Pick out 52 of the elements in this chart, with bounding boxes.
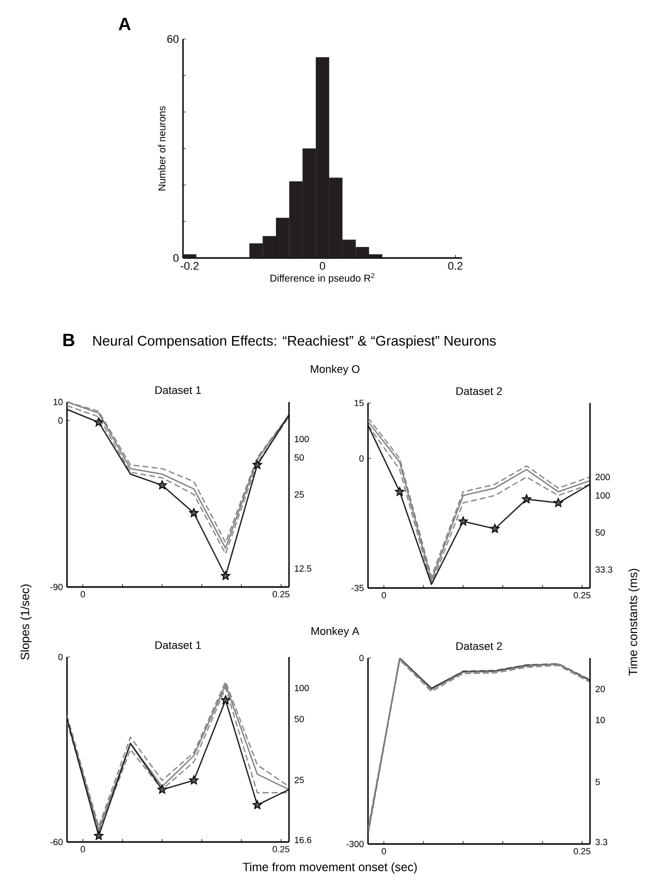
x-tick-label: 0.25 xyxy=(272,846,290,852)
chart-title: Dataset 2 xyxy=(456,387,502,395)
y-axis-title: Slopes (1/sec) xyxy=(20,584,32,660)
text: 50 xyxy=(596,529,605,536)
y-tick-label: -35 xyxy=(351,584,364,592)
y-tick-label: 60 xyxy=(167,35,179,43)
x-tick-label: 0 xyxy=(382,592,386,598)
y2-axis-title: Time constants (ms) xyxy=(628,568,640,676)
x-axis-title: Time from movement onset (sec) xyxy=(242,862,417,874)
text: 12.5 xyxy=(294,565,312,572)
text: B xyxy=(63,334,74,346)
text: 100 xyxy=(294,684,309,692)
text: 25 xyxy=(294,491,304,498)
y-tick-label: 0 xyxy=(359,654,364,662)
text: 5 xyxy=(596,778,600,786)
text: Monkey O xyxy=(310,364,360,376)
text: 100 xyxy=(596,492,610,499)
text: Neural Compensation Effects: “Reachiest” & “Graspiest” Neurons xyxy=(93,335,496,348)
y-tick-label: 0 xyxy=(58,417,63,424)
y-tick-label: 15 xyxy=(354,400,364,406)
chart-title: Dataset 1 xyxy=(155,641,201,649)
text: 10 xyxy=(596,716,605,724)
y-tick-label: -90 xyxy=(50,584,63,590)
text: 16.6 xyxy=(294,836,312,844)
x-tick-label: -0.2 xyxy=(180,262,199,270)
x-tick-label: 0 xyxy=(382,848,386,854)
x-tick-label: 0 xyxy=(80,846,86,852)
text: 50 xyxy=(294,454,304,461)
text: 20 xyxy=(596,686,605,692)
y-tick-label: 10 xyxy=(54,398,63,406)
text: 100 xyxy=(294,436,309,442)
y-tick-label: -300 xyxy=(346,840,364,848)
text: 200 xyxy=(596,474,610,480)
text: A xyxy=(118,18,131,30)
text: 33.3 xyxy=(596,566,612,573)
y-tick-label: 0 xyxy=(58,654,63,660)
x-tick-label: 0.2 xyxy=(448,262,462,270)
x-axis-title: Difference in pseudo R$^{2}$ xyxy=(270,273,374,284)
chart-title: Dataset 1 xyxy=(155,386,201,394)
x-tick-label: 0.25 xyxy=(574,592,590,598)
chart-title: Dataset 2 xyxy=(456,642,502,650)
y-tick-label: 0 xyxy=(359,455,364,462)
text: Monkey A xyxy=(312,626,360,638)
text: 25 xyxy=(294,776,304,784)
y-axis-title: Number of neurons xyxy=(158,106,166,190)
x-tick-label: 0 xyxy=(320,262,326,270)
x-tick-label: 0 xyxy=(80,591,86,598)
text: 3.3 xyxy=(596,838,608,846)
x-tick-label: 0.25 xyxy=(272,591,290,598)
y-tick-label: -60 xyxy=(50,838,63,846)
text: 50 xyxy=(294,716,304,722)
x-tick-label: 0.25 xyxy=(574,848,590,854)
